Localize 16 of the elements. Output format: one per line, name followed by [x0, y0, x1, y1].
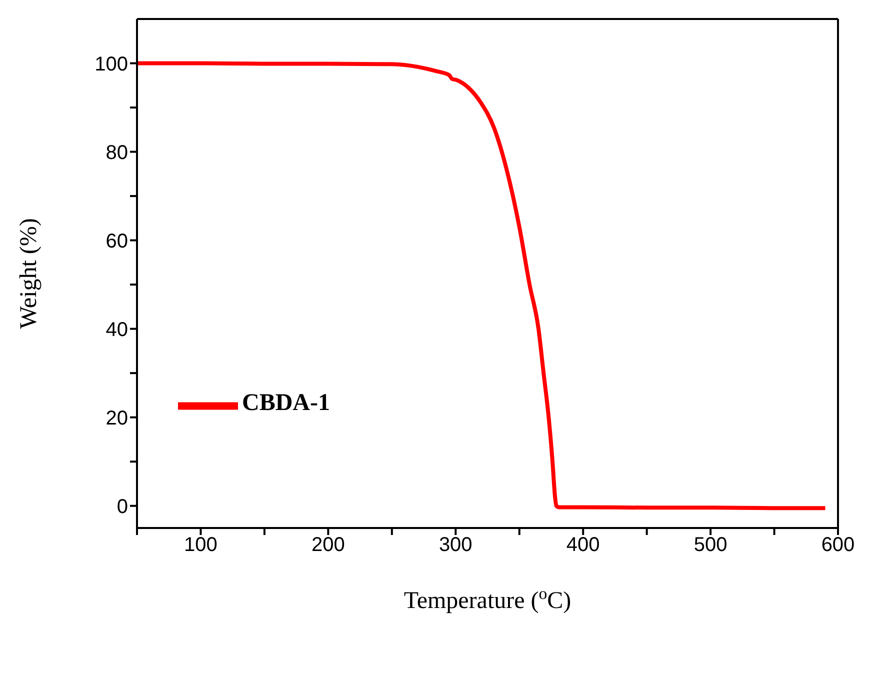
- x-axis-title: Temperature ($^{o}$C): [404, 584, 572, 614]
- y-tick-label: 80: [106, 142, 128, 164]
- x-tick-label: 500: [694, 534, 728, 556]
- legend-label: CBDA-1: [242, 390, 330, 416]
- x-tick-label: 300: [438, 534, 472, 556]
- x-tick-label: 100: [184, 534, 218, 556]
- y-tick-label: 100: [94, 53, 128, 76]
- y-tick-label: 20: [106, 407, 128, 430]
- y-tick-label: 60: [106, 230, 128, 252]
- y-tick-label: 40: [106, 318, 128, 341]
- y-tick-label: 0: [116, 496, 128, 518]
- y-axis-title: Weight (%): [16, 218, 42, 329]
- x-tick-label: 400: [566, 534, 600, 556]
- x-tick-label: 200: [311, 534, 345, 556]
- x-tick-label: 600: [821, 534, 855, 556]
- line-series: [137, 61, 828, 510]
